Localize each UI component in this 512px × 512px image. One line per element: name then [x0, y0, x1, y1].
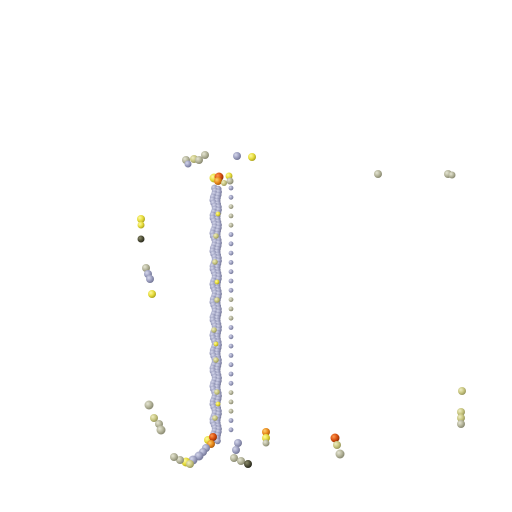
thin-column-point [228, 222, 234, 228]
base-point [234, 439, 242, 447]
cluster-point [233, 152, 241, 160]
thin-column-point [228, 278, 234, 284]
thin-column-point [228, 260, 234, 265]
cluster-point [330, 433, 340, 443]
thin-column-point [228, 418, 234, 423]
thin-column-point [228, 250, 234, 256]
thin-column-point [228, 334, 234, 340]
thin-column-point [228, 297, 234, 302]
cluster-point [374, 170, 382, 178]
base-point [209, 433, 217, 441]
column-point [215, 211, 221, 217]
thin-column-point [228, 408, 234, 414]
cluster-point [262, 434, 270, 442]
column-point [214, 279, 220, 285]
thin-column-point [228, 399, 234, 405]
thin-column-point [228, 315, 234, 321]
base-point [230, 454, 238, 462]
thin-column-point [228, 269, 234, 275]
column-point [212, 259, 218, 265]
thin-column-point [228, 427, 234, 433]
thin-column-point [228, 362, 234, 368]
thin-column-point [228, 371, 234, 377]
thin-column-point [228, 353, 234, 358]
thin-column-point [228, 390, 234, 395]
column-point [212, 415, 218, 421]
column-point [211, 327, 217, 333]
cap-point [226, 177, 234, 185]
cap-point [214, 177, 222, 185]
column-point [213, 233, 219, 239]
cluster-point [457, 420, 465, 428]
cluster-point [195, 156, 203, 164]
cluster-point [144, 400, 154, 410]
cluster-point [262, 439, 270, 447]
thin-column-point [228, 213, 234, 219]
cap-point [221, 180, 227, 186]
thin-column-point [228, 204, 234, 210]
thin-column-point [228, 380, 234, 386]
column-point [213, 357, 219, 363]
thin-column-point [228, 241, 234, 247]
thin-column-point [228, 194, 234, 200]
column-point [214, 389, 220, 395]
cluster-point [137, 235, 145, 243]
thin-column-point [228, 306, 234, 312]
point-cluster [137, 151, 466, 468]
thin-column-point [228, 185, 234, 191]
column-point [215, 401, 221, 407]
cluster-point [333, 441, 341, 449]
cluster-point [458, 387, 466, 395]
base-point [244, 460, 252, 468]
cluster-point [248, 153, 256, 161]
column-point [214, 297, 220, 303]
cluster-point [150, 414, 158, 422]
thin-column-point [228, 232, 234, 237]
cluster-point [457, 414, 465, 422]
cluster-point [137, 215, 145, 223]
thin-column-point [228, 343, 234, 349]
cluster-point [156, 425, 166, 435]
cluster-point [262, 428, 270, 436]
cluster-point [137, 221, 145, 229]
thin-column-point [228, 287, 234, 293]
cluster-point [148, 290, 156, 298]
cluster-point [457, 408, 465, 416]
column-point [213, 341, 219, 347]
cluster-point [335, 449, 345, 459]
base-point [170, 453, 178, 461]
thin-column-point [228, 325, 234, 330]
cluster-point [184, 160, 192, 168]
base-point [232, 446, 240, 454]
base-point [186, 460, 194, 468]
cluster-point [146, 275, 154, 283]
cluster-point [448, 171, 456, 179]
base-point [237, 457, 245, 465]
cluster-point [201, 151, 209, 159]
base-point [176, 456, 184, 464]
